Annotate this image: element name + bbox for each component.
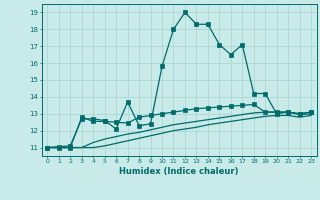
X-axis label: Humidex (Indice chaleur): Humidex (Indice chaleur) <box>119 167 239 176</box>
